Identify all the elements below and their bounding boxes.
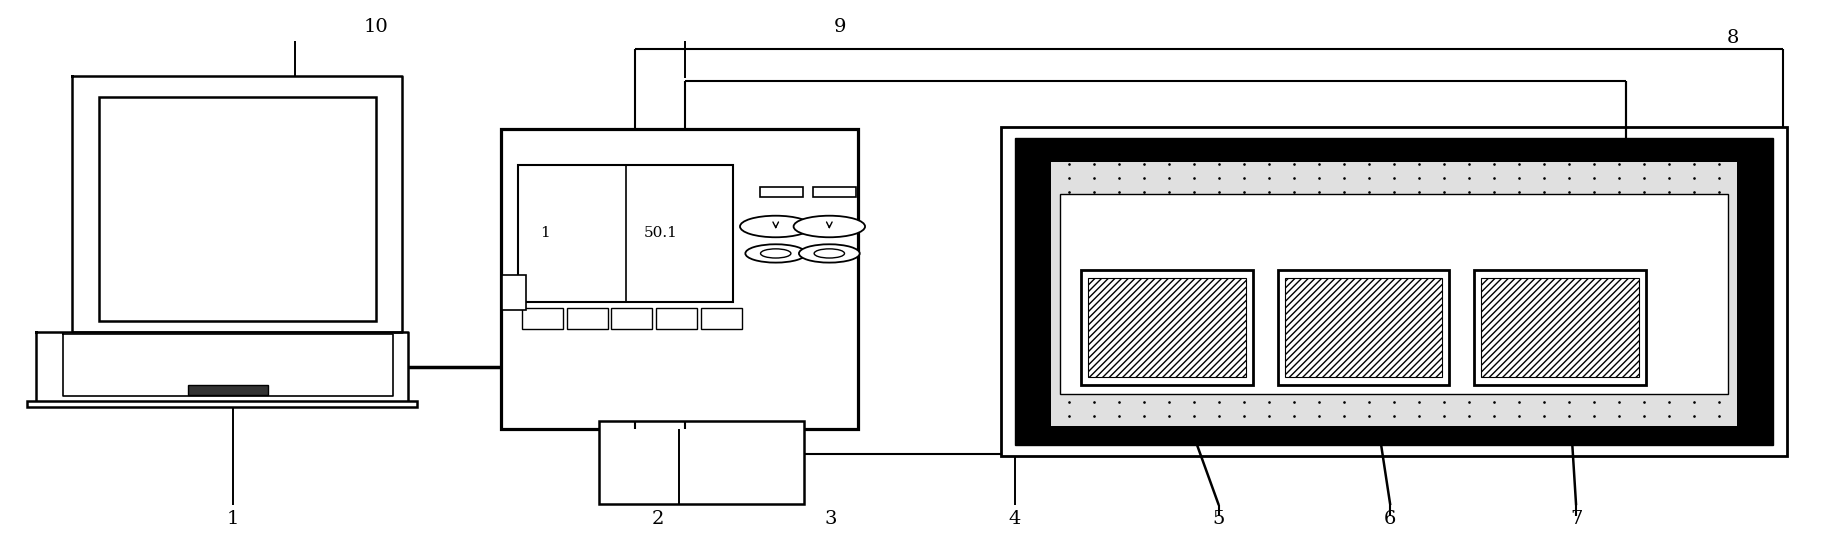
Bar	[501, 129, 859, 428]
Bar	[598, 421, 804, 504]
Circle shape	[815, 249, 844, 258]
Bar	[503, 275, 525, 310]
Bar	[760, 187, 802, 197]
Circle shape	[798, 244, 860, 262]
Polygon shape	[62, 334, 394, 396]
Bar	[1081, 270, 1252, 386]
Text: 5: 5	[1212, 510, 1225, 527]
Text: 1: 1	[226, 510, 239, 527]
Circle shape	[746, 244, 806, 262]
Bar	[1015, 138, 1772, 445]
Bar	[1088, 278, 1245, 377]
Bar	[1482, 278, 1639, 377]
Circle shape	[740, 216, 811, 237]
Text: 9: 9	[833, 18, 846, 36]
Text: 7: 7	[1570, 510, 1582, 527]
Bar	[656, 309, 696, 329]
Circle shape	[760, 249, 791, 258]
Bar	[813, 187, 857, 197]
Polygon shape	[71, 75, 403, 332]
Bar	[700, 309, 742, 329]
Circle shape	[793, 216, 866, 237]
Text: 1: 1	[540, 226, 551, 240]
Bar	[1285, 278, 1442, 377]
Text: 4: 4	[1008, 510, 1021, 527]
Bar	[188, 385, 268, 395]
Text: 3: 3	[824, 510, 837, 527]
Text: 6: 6	[1384, 510, 1396, 527]
Text: 50.1: 50.1	[644, 226, 678, 240]
Bar	[518, 164, 733, 302]
Text: 8: 8	[1726, 29, 1739, 47]
Text: 2: 2	[651, 510, 664, 527]
Bar	[98, 97, 376, 321]
Bar	[1001, 126, 1787, 455]
Bar	[611, 309, 653, 329]
Text: 10: 10	[363, 18, 388, 36]
Polygon shape	[36, 332, 408, 402]
Bar	[1278, 270, 1449, 386]
Bar	[567, 309, 607, 329]
Bar	[27, 400, 417, 407]
Bar	[1059, 194, 1728, 394]
Bar	[1475, 270, 1646, 386]
Bar	[521, 309, 563, 329]
Bar	[1050, 162, 1737, 426]
